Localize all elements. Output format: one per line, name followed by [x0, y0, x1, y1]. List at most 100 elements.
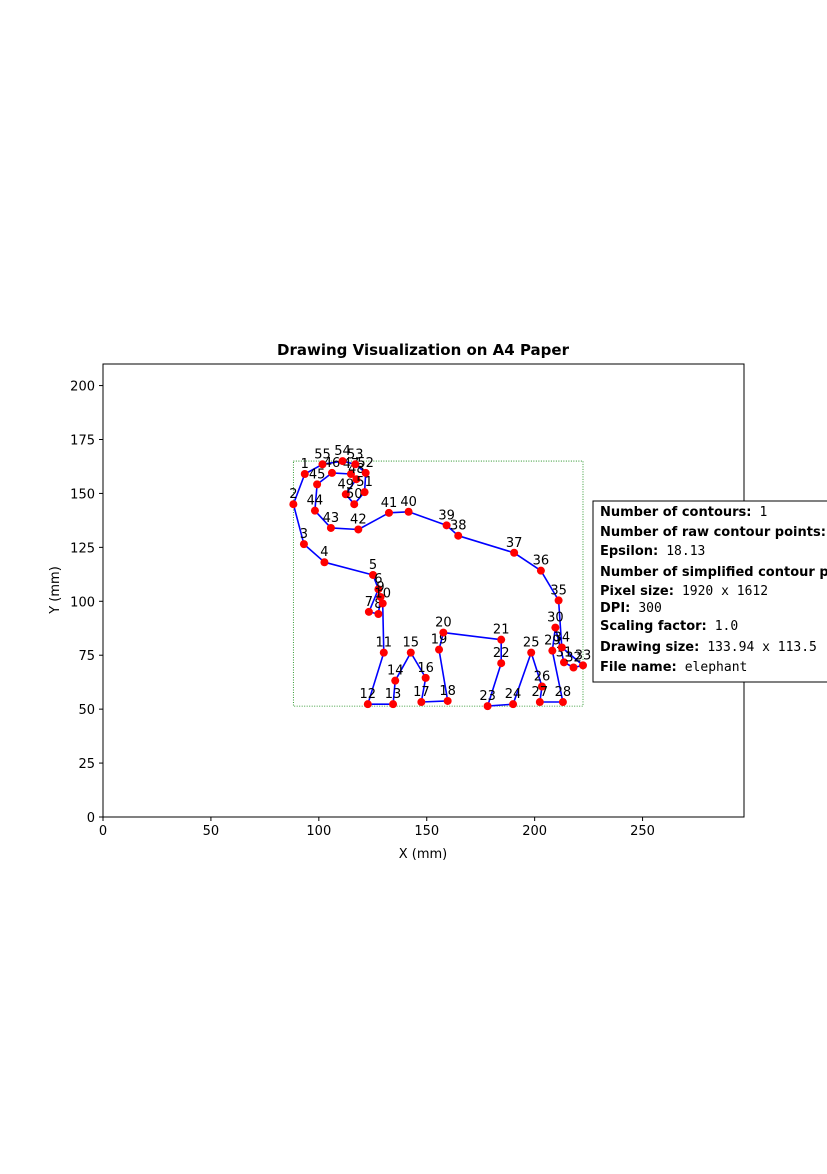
- point-label: 5: [369, 558, 377, 573]
- info-value: 1: [760, 505, 768, 520]
- info-key: Number of simplified contour points:: [600, 565, 827, 580]
- contour-point: [548, 646, 557, 655]
- contour-point: [442, 521, 451, 530]
- x-tick-label: 100: [306, 824, 331, 839]
- y-tick-label: 175: [70, 434, 95, 449]
- point-label: 37: [506, 536, 523, 551]
- contour-point: [310, 506, 319, 515]
- point-label: 45: [309, 467, 326, 482]
- point-label: 20: [435, 616, 452, 631]
- contour-point: [350, 500, 359, 509]
- plot-area: 0 50 100 150 200 2500255075100125150175200123…: [70, 363, 745, 839]
- point-label: 42: [350, 512, 367, 527]
- x-tick-label: 50: [203, 824, 220, 839]
- contour-point: [376, 592, 385, 601]
- contour-point: [374, 610, 383, 619]
- y-tick-label: 25: [78, 757, 95, 772]
- contour-point: [391, 676, 400, 685]
- point-label: 14: [387, 664, 404, 679]
- contour-point: [289, 500, 298, 509]
- contour-point: [510, 548, 519, 557]
- contour-point: [378, 599, 387, 608]
- point-label: 25: [523, 636, 540, 651]
- point-label: 23: [479, 689, 496, 704]
- point-label: 12: [360, 687, 377, 702]
- point-label: 1: [301, 457, 309, 472]
- point-label: 18: [439, 684, 456, 699]
- info-value: 133.94 x 113.5: [707, 640, 817, 655]
- point-label: 51: [356, 475, 373, 490]
- info-key: Number of contours:: [600, 505, 752, 520]
- contour-point: [417, 698, 426, 707]
- point-label: 15: [402, 636, 419, 651]
- info-key: Epsilon:: [600, 544, 658, 559]
- contour-point: [361, 468, 370, 477]
- y-tick-label: 200: [70, 380, 95, 395]
- contour-point: [454, 531, 463, 540]
- x-tick-label: 250: [630, 824, 655, 839]
- contour-point: [389, 700, 398, 709]
- chart-title: Drawing Visualization on A4 Paper: [277, 341, 570, 359]
- point-label: 54: [334, 444, 351, 459]
- point-label: 52: [357, 456, 374, 471]
- contour-point: [338, 457, 347, 466]
- contour-point: [364, 607, 373, 616]
- point-label: 46: [324, 456, 341, 471]
- y-tick-label: 0: [87, 811, 95, 826]
- contour-point: [509, 700, 518, 709]
- contour-point: [527, 648, 536, 657]
- contour-point: [363, 700, 372, 709]
- info-box: Number of contours: 1 Number of raw contou…: [592, 500, 827, 683]
- point-label: 7: [365, 595, 373, 610]
- contour-point: [313, 480, 322, 489]
- info-key: File name:: [600, 660, 677, 675]
- point-label: 16: [417, 661, 434, 676]
- contour-point: [379, 648, 388, 657]
- contour-point: [352, 475, 361, 484]
- y-tick-label: 125: [70, 541, 95, 556]
- x-tick-label: 200: [522, 824, 547, 839]
- contour-point: [318, 460, 327, 469]
- contour-point: [299, 540, 308, 549]
- contour-point: [536, 566, 545, 575]
- info-value: 1.0: [715, 619, 738, 634]
- contour-point: [341, 490, 350, 499]
- contour-point: [421, 673, 430, 682]
- point-label: 26: [534, 669, 551, 684]
- info-key: DPI:: [600, 601, 630, 616]
- contour-point: [558, 698, 567, 707]
- point-label: 44: [307, 494, 324, 509]
- point-label: 40: [400, 495, 417, 510]
- point-label: 53: [347, 447, 364, 462]
- info-value: 1920 x 1612: [682, 584, 768, 599]
- contour-point: [327, 468, 336, 477]
- x-tick-label: 150: [414, 824, 439, 839]
- contour-point: [551, 623, 560, 632]
- contour-point: [537, 682, 546, 691]
- contour-point: [406, 648, 415, 657]
- y-axis-label: Y (mm): [48, 566, 63, 615]
- point-label: 28: [555, 685, 572, 700]
- y-tick-label: 100: [70, 595, 95, 610]
- point-label: 6: [374, 572, 382, 587]
- contour-point: [326, 523, 335, 532]
- point-label: 49: [338, 477, 355, 492]
- contour-point: [374, 585, 383, 594]
- contour-point: [497, 635, 506, 644]
- contour-point: [560, 658, 569, 667]
- point-label: 39: [438, 508, 455, 523]
- point-label: 24: [505, 687, 522, 702]
- point-label: 34: [554, 630, 571, 645]
- point-label: 36: [533, 554, 550, 569]
- contour-point: [346, 470, 355, 479]
- point-label: 33: [575, 648, 592, 663]
- point-label: 32: [565, 651, 582, 666]
- point-label: 4: [320, 545, 328, 560]
- contour-point: [443, 696, 452, 705]
- point-label: 27: [532, 685, 549, 700]
- contour-point: [351, 460, 360, 469]
- x-tick-label: 0: [99, 824, 107, 839]
- point-label: 38: [450, 519, 467, 534]
